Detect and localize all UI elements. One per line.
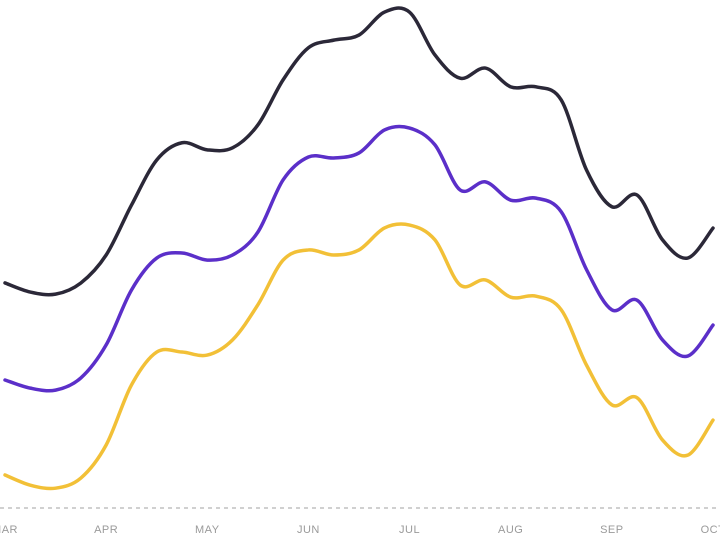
series-line <box>3 6 715 297</box>
series-line <box>3 124 715 393</box>
series-line <box>3 222 715 491</box>
x-tick-label: MAY <box>195 524 220 536</box>
x-tick-label: APR <box>94 524 118 536</box>
x-tick-label: JUN <box>297 524 320 536</box>
x-tick-label: OCT <box>701 524 720 536</box>
x-tick-label: JUL <box>399 524 420 536</box>
x-tick-label: AUG <box>498 524 523 536</box>
x-tick-label: MAR <box>0 524 18 536</box>
x-tick-label: SEP <box>600 524 624 536</box>
